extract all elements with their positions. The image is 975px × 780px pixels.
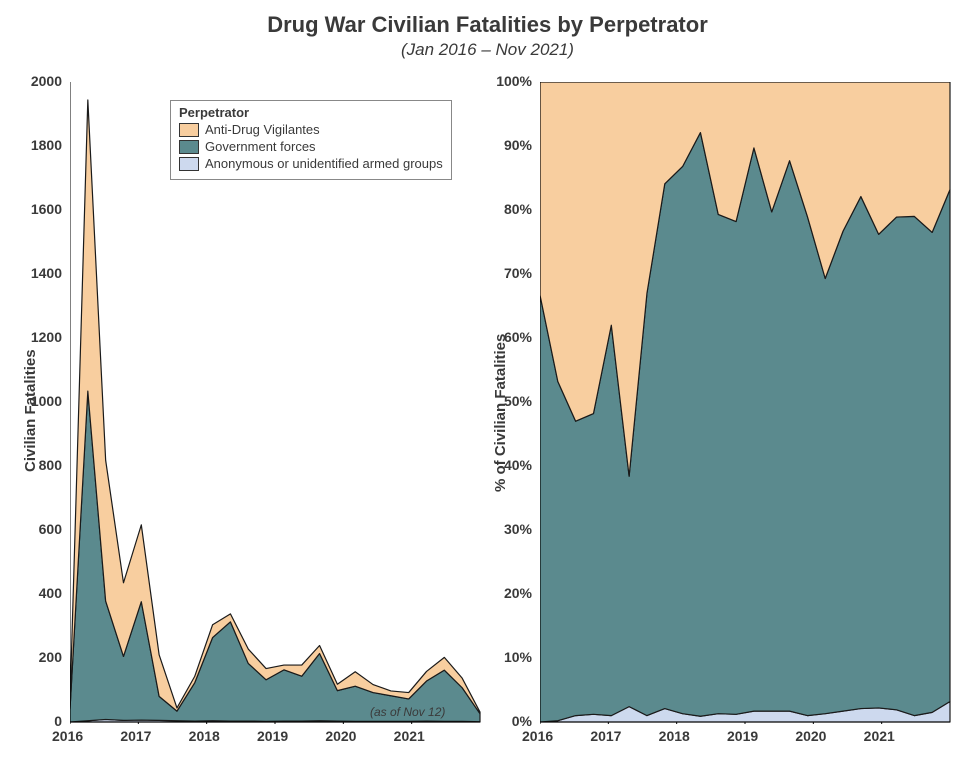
legend-label: Anonymous or unidentified armed groups bbox=[205, 156, 443, 173]
y-tick-label: 20% bbox=[504, 585, 532, 601]
y-tick-label: 60% bbox=[504, 329, 532, 345]
x-tick-label: 2021 bbox=[394, 728, 425, 744]
legend-item: Anonymous or unidentified armed groups bbox=[179, 156, 443, 173]
legend-title: Perpetrator bbox=[179, 105, 443, 120]
y-tick-label: 80% bbox=[504, 201, 532, 217]
as-of-note: (as of Nov 12) bbox=[370, 705, 445, 719]
vigilantes-area bbox=[70, 100, 480, 714]
x-tick-label: 2016 bbox=[52, 728, 83, 744]
x-tick-label: 2018 bbox=[189, 728, 220, 744]
y-tick-label: 30% bbox=[504, 521, 532, 537]
legend-item: Anti-Drug Vigilantes bbox=[179, 122, 443, 139]
x-tick-label: 2016 bbox=[522, 728, 553, 744]
y-tick-label: 1200 bbox=[31, 329, 62, 345]
y-tick-label: 400 bbox=[39, 585, 62, 601]
x-tick-label: 2020 bbox=[325, 728, 356, 744]
x-tick-label: 2019 bbox=[727, 728, 758, 744]
y-tick-label: 10% bbox=[504, 649, 532, 665]
legend-label: Anti-Drug Vigilantes bbox=[205, 122, 320, 139]
x-tick-label: 2020 bbox=[795, 728, 826, 744]
legend-swatch bbox=[179, 140, 199, 154]
y-tick-label: 2000 bbox=[31, 73, 62, 89]
y-tick-label: 800 bbox=[39, 457, 62, 473]
left-y-axis-label: Civilian Fatalities bbox=[22, 349, 39, 472]
legend-swatch bbox=[179, 123, 199, 137]
x-tick-label: 2018 bbox=[659, 728, 690, 744]
y-tick-label: 40% bbox=[504, 457, 532, 473]
legend-item: Government forces bbox=[179, 139, 443, 156]
chart-subtitle: (Jan 2016 – Nov 2021) bbox=[0, 40, 975, 60]
chart-container: Drug War Civilian Fatalities by Perpetra… bbox=[0, 0, 975, 780]
y-tick-label: 100% bbox=[496, 73, 532, 89]
legend-label: Government forces bbox=[205, 139, 316, 156]
x-tick-label: 2021 bbox=[864, 728, 895, 744]
y-tick-label: 0 bbox=[54, 713, 62, 729]
y-tick-label: 1000 bbox=[31, 393, 62, 409]
y-tick-label: 200 bbox=[39, 649, 62, 665]
legend: Perpetrator Anti-Drug VigilantesGovernme… bbox=[170, 100, 452, 180]
y-tick-label: 600 bbox=[39, 521, 62, 537]
y-tick-label: 1400 bbox=[31, 265, 62, 281]
y-tick-label: 70% bbox=[504, 265, 532, 281]
x-tick-label: 2017 bbox=[590, 728, 621, 744]
y-tick-label: 1800 bbox=[31, 137, 62, 153]
x-tick-label: 2017 bbox=[120, 728, 151, 744]
x-tick-label: 2019 bbox=[257, 728, 288, 744]
y-tick-label: 1600 bbox=[31, 201, 62, 217]
y-tick-label: 90% bbox=[504, 137, 532, 153]
y-tick-label: 0% bbox=[512, 713, 532, 729]
chart-title: Drug War Civilian Fatalities by Perpetra… bbox=[0, 12, 975, 38]
right-area-chart bbox=[540, 82, 952, 724]
legend-swatch bbox=[179, 157, 199, 171]
y-tick-label: 50% bbox=[504, 393, 532, 409]
